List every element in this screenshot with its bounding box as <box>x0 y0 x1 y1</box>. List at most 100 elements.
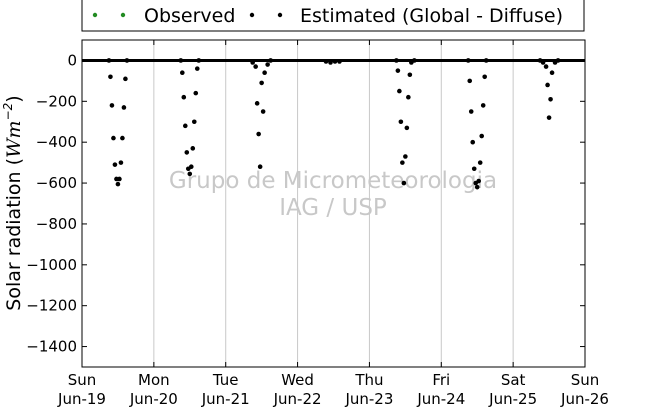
x-tick-label-day: Tue <box>212 371 239 389</box>
y-tick-label: −200 <box>36 92 77 110</box>
data-point-estimated <box>474 184 480 190</box>
data-point-estimated <box>259 80 264 86</box>
plot-frame <box>81 39 586 368</box>
watermark-line1: Grupo de Micrometeorologia <box>169 168 497 194</box>
legend-marker-estimated <box>277 12 283 18</box>
data-point-estimated <box>117 176 122 182</box>
plot-background <box>82 40 585 367</box>
y-tick-label: −1400 <box>26 338 77 356</box>
data-point-estimated <box>480 103 486 108</box>
data-point-estimated <box>401 180 407 186</box>
data-point-estimated <box>109 103 115 108</box>
legend-box <box>81 0 585 32</box>
x-tick-label-day: Wed <box>281 371 314 389</box>
data-point-estimated <box>190 146 196 151</box>
data-point-estimated <box>193 90 199 96</box>
legend-label-observed: Observed <box>144 5 235 27</box>
data-point-estimated <box>467 78 473 84</box>
y-axis: 0 −200 −400 −600 −800 −1000 −1200 −1400 <box>26 51 585 356</box>
data-point-estimated <box>121 105 127 110</box>
data-point-estimated <box>412 58 417 63</box>
x-tick-label-day: Sat <box>501 371 526 389</box>
x-tick-label-date: Jun-25 <box>488 390 537 408</box>
y-axis-label-suffix: ) <box>3 95 25 102</box>
data-point-estimated <box>196 58 202 63</box>
data-point-estimated <box>543 64 549 69</box>
data-point-estimated <box>182 123 188 129</box>
x-tick-label-date: Jun-24 <box>416 390 465 408</box>
data-point-estimated <box>395 68 401 73</box>
data-point-estimated <box>191 119 197 125</box>
data-point-estimated <box>483 58 489 63</box>
x-tick-label-date: Jun-20 <box>129 390 178 408</box>
y-axis-label: Solar radiation (Wm−2) <box>1 95 25 310</box>
watermark-line2: IAG / USP <box>279 195 387 221</box>
x-tick-label-date: Jun-19 <box>57 390 106 408</box>
data-point-estimated <box>545 82 550 88</box>
data-point-estimated <box>549 70 555 75</box>
data-point-estimated <box>120 135 125 141</box>
y-axis-label-unit: Wm <box>3 120 25 158</box>
data-point-estimated <box>187 171 193 177</box>
watermark: Grupo de Micrometeorologia IAG / USP <box>169 168 497 221</box>
data-point-estimated <box>181 94 187 100</box>
x-tick-label-date: Jun-22 <box>273 390 322 408</box>
data-point-estimated <box>112 162 118 167</box>
data-point-estimated <box>328 60 333 65</box>
data-point-estimated <box>465 58 471 63</box>
data-point-estimated <box>115 181 121 187</box>
data-point-estimated <box>555 58 561 63</box>
x-tick-label-day: Mon <box>138 371 170 389</box>
y-tick-label: −600 <box>36 174 77 192</box>
data-point-estimated <box>253 64 258 69</box>
data-point-estimated <box>332 59 338 64</box>
legend: Observed Estimated (Global - Diffuse) <box>81 0 585 32</box>
x-tick-label-date: Jun-23 <box>344 390 393 408</box>
data-point-estimated <box>180 70 185 75</box>
data-point-estimated <box>407 72 413 78</box>
x-tick-label-day: Thu <box>354 371 383 389</box>
x-tick-label-day: Fri <box>432 371 450 389</box>
series-estimated <box>106 58 561 190</box>
data-point-estimated <box>257 164 263 170</box>
data-point-estimated <box>250 60 255 65</box>
data-point-estimated <box>188 164 194 170</box>
data-point-estimated <box>254 101 260 106</box>
x-tick-label-date: Jun-26 <box>560 390 609 408</box>
data-point-estimated <box>540 60 546 65</box>
legend-marker-observed <box>92 12 98 18</box>
data-point-estimated <box>111 135 116 141</box>
data-point-estimated <box>403 154 408 159</box>
data-point-estimated <box>398 119 404 125</box>
y-tick-label: −400 <box>36 133 77 151</box>
data-point-estimated <box>406 94 411 100</box>
x-axis: SunJun-19MonJun-20TueJun-21WedJun-22ThuJ… <box>57 40 609 408</box>
data-point-estimated <box>546 115 552 120</box>
data-point-estimated <box>337 59 342 64</box>
data-point-estimated <box>400 160 405 165</box>
data-point-estimated <box>470 139 476 145</box>
data-point-estimated <box>548 96 553 102</box>
legend-label-estimated: Estimated (Global - Diffuse) <box>300 5 563 27</box>
data-point-estimated <box>262 70 267 75</box>
data-point-estimated <box>323 59 329 64</box>
data-point-estimated <box>123 76 128 82</box>
x-tick-label-day: Sun <box>68 371 97 389</box>
data-point-estimated <box>479 133 485 139</box>
data-point-estimated <box>471 166 477 172</box>
x-tick-label-date: Jun-21 <box>201 390 250 408</box>
data-point-estimated <box>265 62 270 67</box>
data-point-estimated <box>468 109 474 114</box>
data-point-estimated <box>108 74 113 80</box>
data-point-estimated <box>397 88 402 94</box>
data-point-estimated <box>118 160 124 165</box>
data-point-estimated <box>404 125 410 131</box>
data-point-estimated <box>106 58 112 63</box>
y-tick-label: 0 <box>67 51 77 69</box>
data-point-estimated <box>256 131 261 137</box>
y-tick-label: −1000 <box>26 256 77 274</box>
legend-marker-observed <box>120 12 126 18</box>
legend-marker-estimated <box>249 12 255 18</box>
y-tick-label: −800 <box>36 215 77 233</box>
